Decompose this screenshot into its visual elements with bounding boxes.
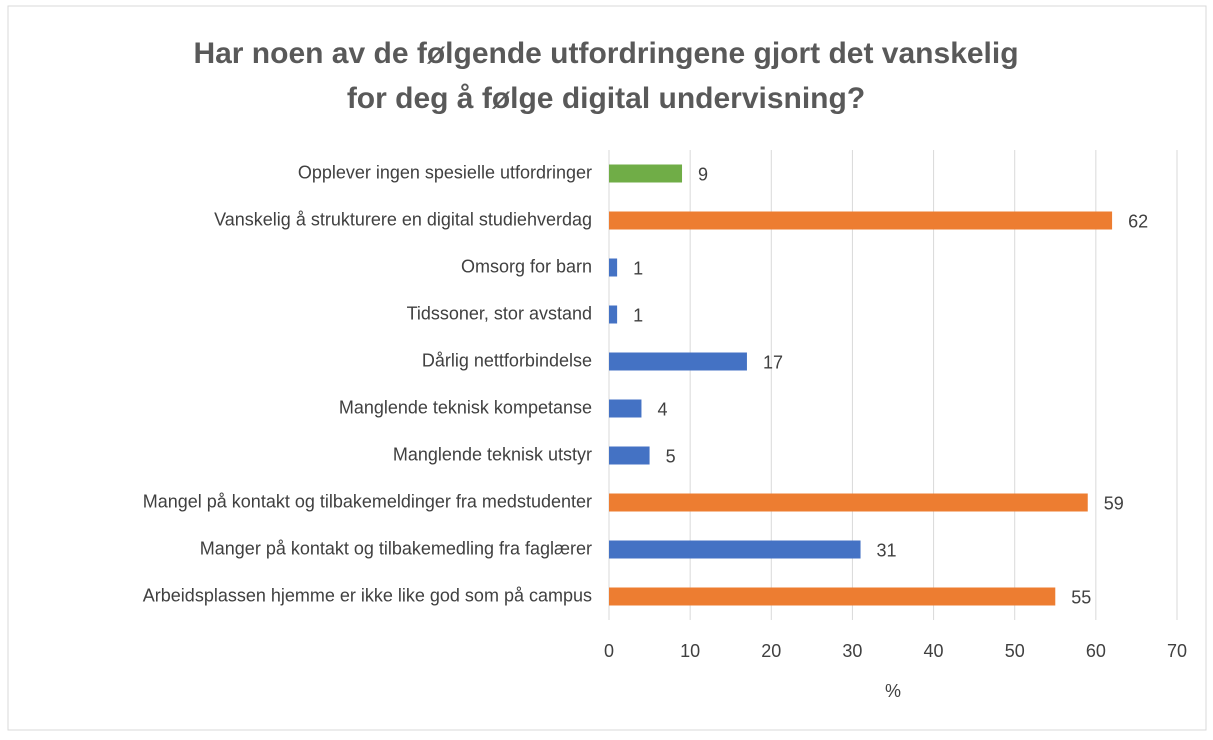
y-tick-label: Manger på kontakt og tilbakemedling fra … — [200, 538, 592, 558]
y-tick-label: Opplever ingen spesielle utfordringer — [298, 162, 592, 182]
data-label: 4 — [657, 399, 667, 419]
x-tick-label: 20 — [761, 641, 781, 661]
bar — [609, 352, 747, 371]
x-tick-label: 60 — [1086, 641, 1106, 661]
bar — [609, 399, 642, 418]
data-label: 55 — [1071, 587, 1091, 607]
bar — [609, 211, 1113, 230]
x-tick-label: 30 — [842, 641, 862, 661]
data-label: 62 — [1128, 211, 1148, 231]
bar — [609, 258, 618, 277]
data-label: 1 — [633, 258, 643, 278]
data-label: 9 — [698, 164, 708, 184]
x-tick-label: 10 — [680, 641, 700, 661]
x-axis-label: % — [885, 681, 901, 701]
data-label: 31 — [877, 540, 897, 560]
y-tick-label: Mangel på kontakt og tilbakemeldinger fr… — [143, 491, 592, 511]
y-tick-label: Omsorg for barn — [461, 256, 592, 276]
chart-title-line: for deg å følge digital undervisning? — [347, 82, 865, 115]
bar — [609, 305, 618, 324]
y-tick-label: Arbeidsplassen hjemme er ikke like god s… — [143, 585, 592, 605]
data-label: 5 — [666, 446, 676, 466]
y-tick-label: Dårlig nettforbindelse — [422, 350, 592, 370]
data-label: 1 — [633, 305, 643, 325]
bar — [609, 164, 683, 183]
bar — [609, 493, 1088, 512]
chart-frame — [7, 5, 1207, 731]
bar — [609, 587, 1056, 606]
bar — [609, 540, 861, 559]
x-tick-label: 40 — [924, 641, 944, 661]
y-tick-label: Manglende teknisk utstyr — [393, 444, 592, 464]
y-tick-label: Manglende teknisk kompetanse — [339, 397, 592, 417]
x-tick-label: 0 — [604, 641, 614, 661]
x-tick-label: 50 — [1005, 641, 1025, 661]
y-tick-label: Tidssoner, stor avstand — [407, 303, 592, 323]
data-label: 59 — [1104, 493, 1124, 513]
bar — [609, 446, 650, 465]
chart-title-line: Har noen av de følgende utfordringene gj… — [193, 37, 1018, 70]
x-tick-label: 70 — [1167, 641, 1187, 661]
data-label: 17 — [763, 352, 783, 372]
y-tick-label: Vanskelig å strukturere en digital studi… — [214, 209, 592, 229]
